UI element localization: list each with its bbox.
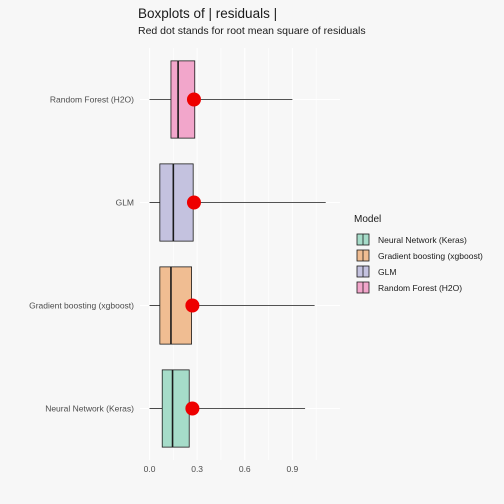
box-group <box>149 163 326 242</box>
rmse-point <box>185 298 200 313</box>
box-group <box>149 60 293 139</box>
legend-label: Random Forest (H2O) <box>378 283 462 293</box>
x-axis-ticks: 0.0 0.3 0.6 0.9 <box>144 464 299 474</box>
box <box>161 369 190 448</box>
rmse-point <box>186 92 201 107</box>
rmse-point <box>185 401 200 416</box>
legend-label: GLM <box>378 267 396 277</box>
x-tick-label: 0.3 <box>191 464 203 474</box>
legend-label: Neural Network (Keras) <box>378 235 467 245</box>
y-tick-label: Random Forest (H2O) <box>50 95 134 105</box>
boxes <box>149 60 326 448</box>
box-group <box>149 369 306 448</box>
y-tick-label: Neural Network (Keras) <box>45 404 134 414</box>
x-tick-label: 0.6 <box>239 464 251 474</box>
box-group <box>149 266 315 345</box>
y-axis-ticks: Neural Network (Keras) Gradient boosting … <box>29 95 134 414</box>
y-tick-label: Gradient boosting (xgboost) <box>29 301 134 311</box>
rmse-point <box>186 195 201 210</box>
legend-title: Model <box>354 214 381 225</box>
x-tick-label: 0.0 <box>144 464 156 474</box>
legend: Model Neural Network (Keras) Gradient boo… <box>354 214 483 294</box>
chart-subtitle: Red dot stands for root mean square of r… <box>138 25 366 37</box>
legend-label: Gradient boosting (xgboost) <box>378 251 483 261</box>
y-tick-label: GLM <box>116 198 134 208</box>
chart-title: Boxplots of | residuals | <box>138 6 277 21</box>
x-tick-label: 0.9 <box>286 464 298 474</box>
